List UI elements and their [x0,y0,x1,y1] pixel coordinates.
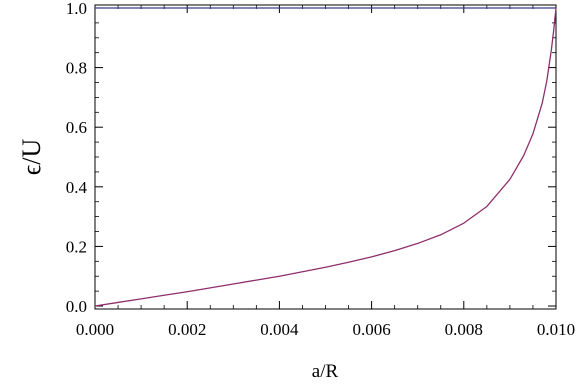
y-tick-label: 0.0 [66,297,87,316]
y-tick-label: 0.8 [66,59,87,78]
x-tick-label: 0.006 [352,320,390,339]
plot-frame [94,4,557,310]
ticks [94,5,557,309]
y-axis-title: ϵ/U [17,139,46,176]
y-tick-label: 0.4 [66,178,88,197]
y-tick-labels: 0.0 0.2 0.4 0.6 0.8 1.0 [66,0,88,316]
x-tick-label: 0.002 [168,320,206,339]
y-tick-label: 0.2 [66,237,87,256]
x-tick-label: 0.010 [537,320,575,339]
x-tick-label: 0.004 [260,320,299,339]
x-tick-label: 0.000 [76,320,114,339]
y-tick-label: 1.0 [66,0,87,18]
y-tick-label: 0.6 [66,118,87,137]
series-layer [94,7,557,307]
x-tick-label: 0.008 [445,320,483,339]
series-line-1 [94,7,557,307]
x-tick-labels: 0.000 0.002 0.004 0.006 0.008 0.010 [76,320,575,339]
x-axis-title: a/R [312,361,339,382]
